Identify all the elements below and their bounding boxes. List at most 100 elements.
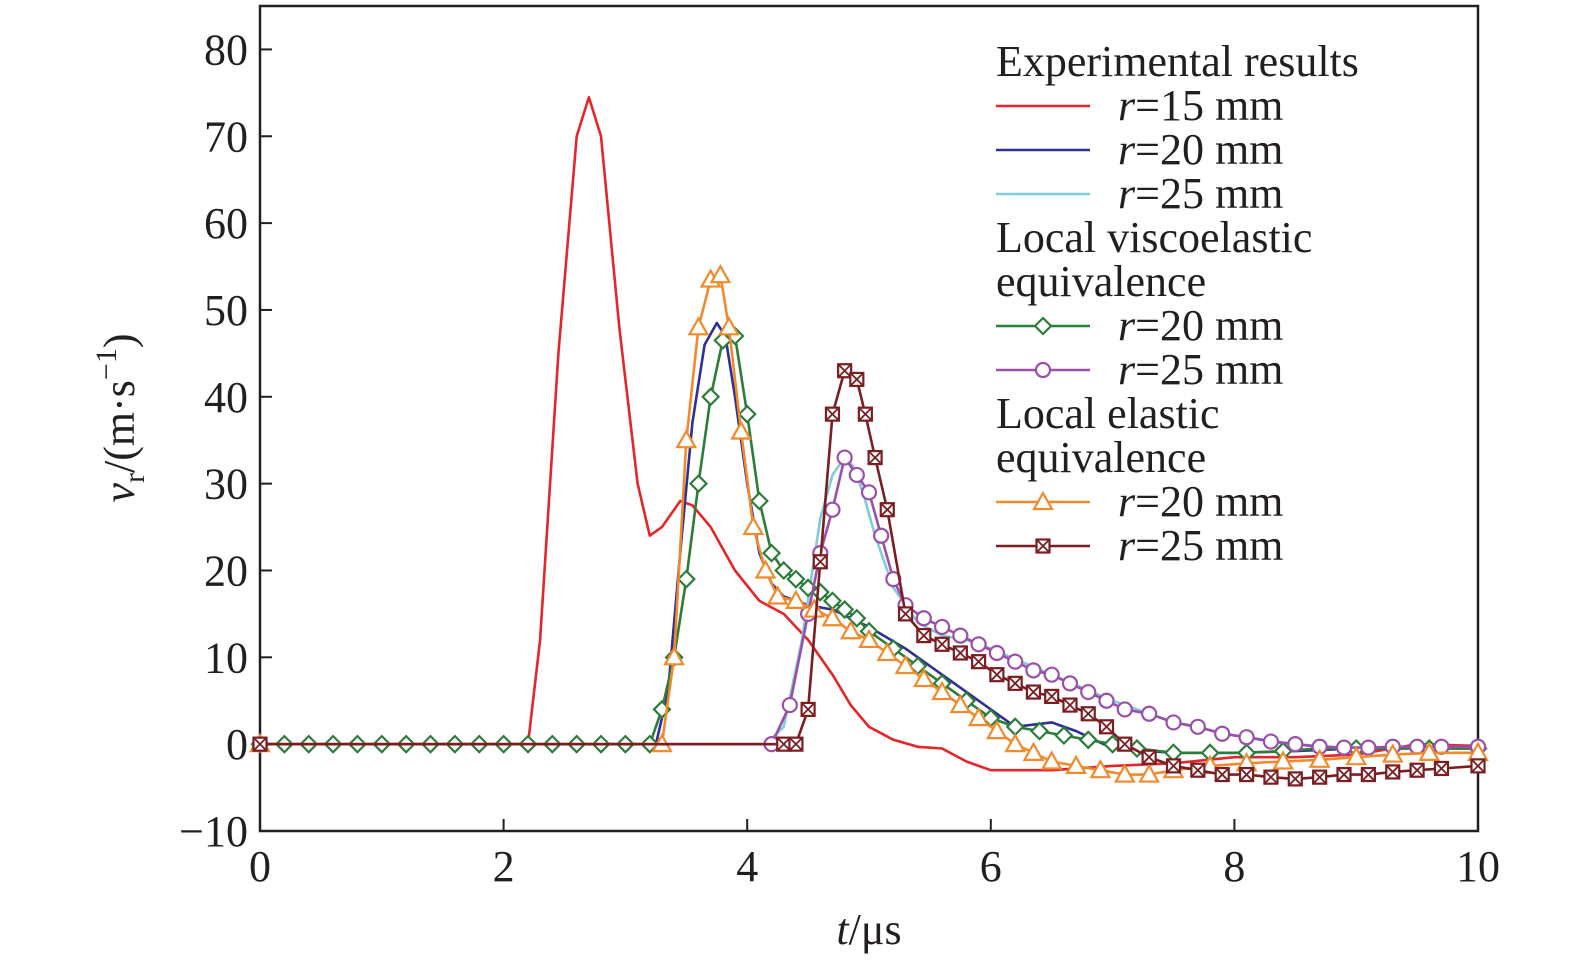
data-point — [1287, 771, 1303, 787]
x-tick-label: 2 — [493, 842, 515, 891]
plot-frame — [258, 4, 1480, 833]
x-axis-label: t/μs — [836, 905, 901, 954]
data-point — [1141, 705, 1158, 722]
legend-heading: Local viscoelastic — [996, 213, 1312, 262]
data-point — [776, 736, 792, 752]
y-tick-label: 0 — [226, 720, 248, 769]
data-point — [1113, 763, 1136, 783]
data-point — [1308, 748, 1331, 768]
legend-marker — [1033, 316, 1053, 336]
data-point — [824, 501, 841, 518]
data-point — [1262, 733, 1280, 750]
y-tick-label: 40 — [204, 373, 248, 422]
data-point — [788, 736, 804, 752]
data-point — [742, 515, 765, 536]
data-point — [986, 719, 1008, 740]
data-point — [785, 589, 807, 609]
x-tick-label: 6 — [980, 842, 1002, 891]
data-point — [1409, 762, 1425, 778]
data-point — [848, 466, 865, 484]
data-point — [1061, 675, 1079, 692]
legend-marker — [1035, 538, 1051, 554]
data-point — [1098, 719, 1115, 735]
data-point — [1044, 688, 1060, 704]
data-point — [766, 585, 789, 605]
legend-entry: r=20 mm — [996, 125, 1283, 174]
data-point — [749, 491, 769, 511]
data-point — [1065, 754, 1087, 774]
data-point — [839, 620, 862, 640]
y-tick-label: 30 — [204, 460, 248, 509]
series-line — [260, 456, 1479, 750]
legend-label: r=15 mm — [1118, 81, 1283, 130]
data-point — [1080, 706, 1096, 722]
legend-label: r=20 mm — [1118, 125, 1283, 174]
y-tick-label: 50 — [204, 286, 248, 335]
data-point — [857, 406, 873, 422]
y-tick-label: −10 — [179, 807, 248, 856]
data-point — [1360, 739, 1377, 756]
data-point — [849, 371, 865, 388]
data-point — [1345, 745, 1368, 766]
data-point — [949, 693, 972, 714]
data-point — [1040, 750, 1063, 770]
x-tick-label: 8 — [1223, 842, 1245, 891]
data-point — [912, 667, 935, 688]
series-line — [260, 321, 1478, 755]
legend-entry: r=25 mm — [996, 169, 1283, 218]
data-point — [786, 569, 806, 589]
data-point — [1433, 760, 1450, 777]
data-point — [952, 627, 969, 644]
legend-heading: Experimental results — [996, 37, 1359, 86]
series-7 — [252, 363, 1486, 787]
legend-heading: equivalence — [996, 257, 1206, 306]
data-point — [915, 610, 932, 627]
data-point — [1117, 736, 1133, 752]
data-point — [837, 363, 853, 379]
y-tick-label: 70 — [204, 112, 248, 161]
series-line — [260, 369, 1479, 781]
data-point — [252, 736, 268, 752]
legend-marker — [1034, 361, 1052, 379]
data-point — [1263, 769, 1279, 785]
data-point — [1054, 725, 1074, 746]
y-axis-ticks: −10 0 10 20 30 40 50 60 70 80 — [179, 25, 272, 856]
data-point — [1098, 692, 1115, 709]
data-point — [1080, 683, 1097, 701]
data-point — [1004, 732, 1027, 753]
data-point — [858, 628, 880, 649]
legend-entry: r=15 mm — [996, 81, 1283, 130]
data-point — [781, 696, 798, 714]
y-axis-label: vr/(m·s−1) — [90, 334, 151, 503]
series-line — [260, 456, 1478, 749]
data-point — [1408, 738, 1426, 755]
data-point — [970, 636, 987, 653]
data-point — [967, 706, 990, 727]
data-point — [1360, 766, 1376, 783]
data-point — [1272, 750, 1295, 770]
legend-label: r=25 mm — [1118, 169, 1283, 218]
data-point — [916, 628, 932, 644]
data-point — [1287, 736, 1304, 753]
data-point — [687, 316, 710, 336]
series-6 — [249, 263, 1489, 783]
data-point — [989, 667, 1005, 683]
legend-label: r=20 mm — [1118, 477, 1283, 526]
data-point — [1025, 662, 1042, 679]
data-point — [1385, 764, 1401, 780]
data-point — [847, 608, 867, 628]
data-point — [1189, 718, 1206, 735]
data-point — [952, 645, 968, 661]
series-4 — [250, 326, 1488, 763]
x-tick-label: 4 — [736, 842, 758, 891]
data-point — [835, 599, 855, 620]
y-tick-label: 60 — [204, 199, 248, 248]
series-5 — [251, 449, 1487, 756]
legend-heading: equivalence — [996, 433, 1206, 482]
data-point — [1312, 769, 1328, 785]
data-point — [879, 502, 895, 518]
data-point — [1238, 766, 1255, 783]
series-layer — [249, 95, 1489, 787]
